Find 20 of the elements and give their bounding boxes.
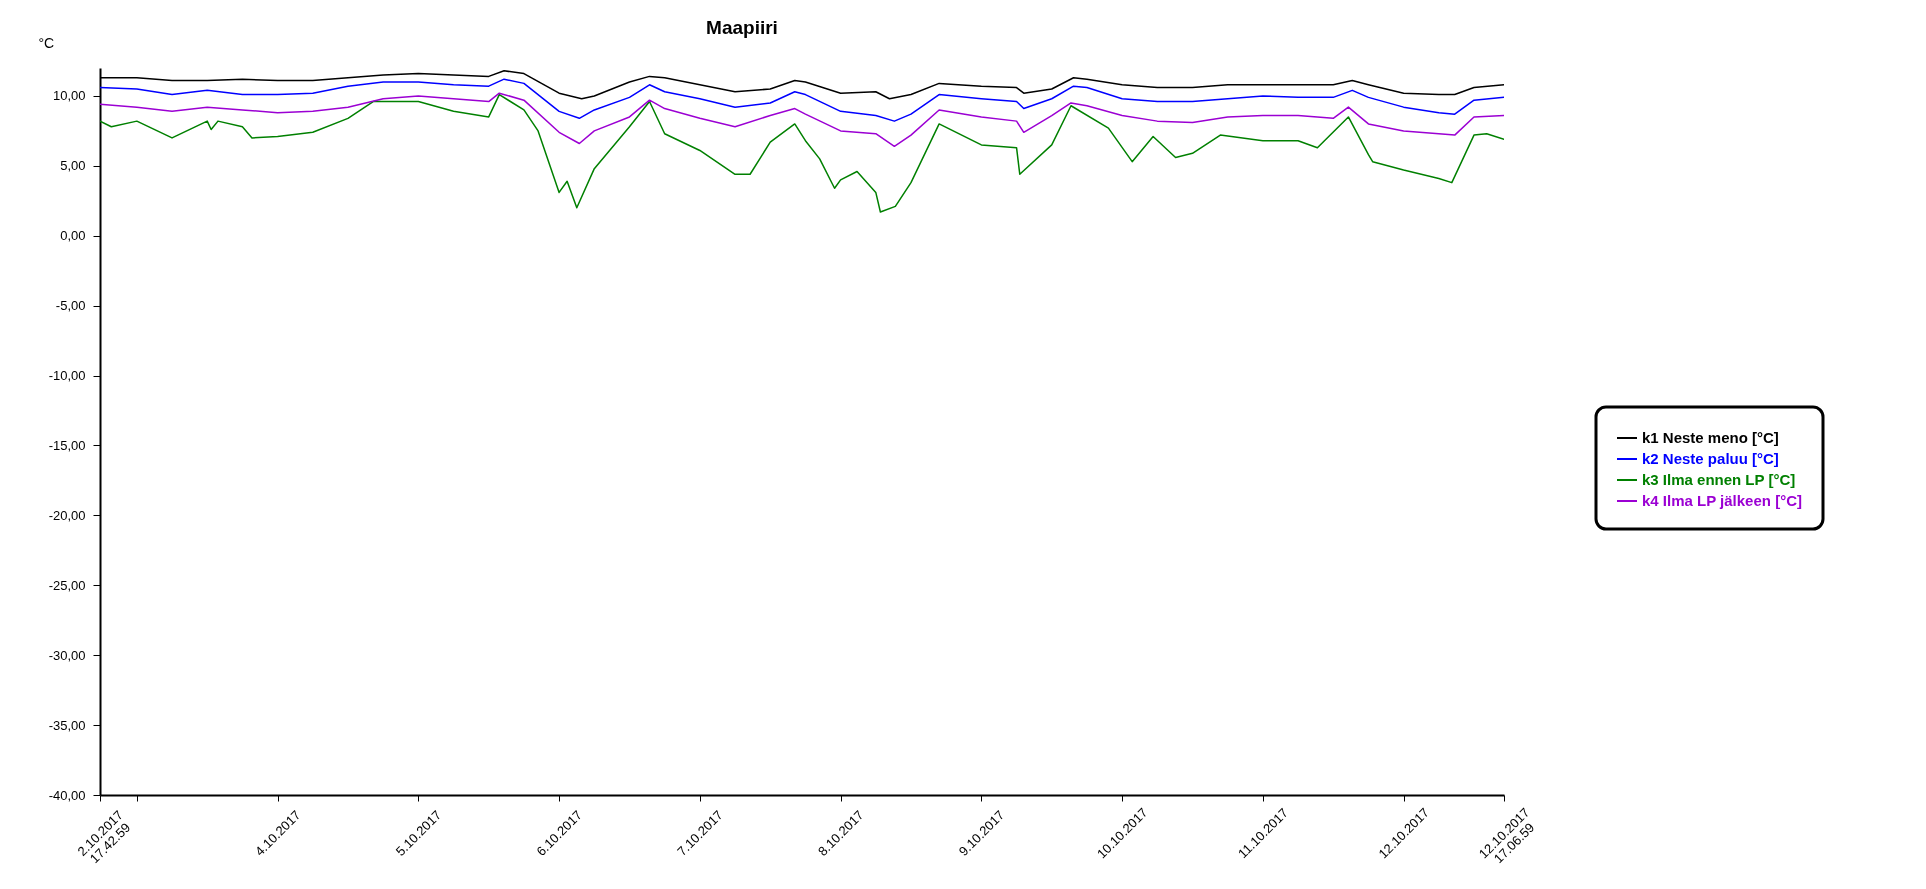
y-tick-label: -5,00 xyxy=(55,298,86,314)
y-tick-label: -20,00 xyxy=(48,507,86,523)
legend-label: k3 Ilma ennen LP [°C] xyxy=(1642,471,1796,488)
legend-label: k2 Neste paluu [°C] xyxy=(1642,450,1779,467)
y-tick-label: -25,00 xyxy=(48,577,86,593)
y-tick-label: -30,00 xyxy=(48,647,86,663)
y-tick-label: -10,00 xyxy=(48,368,86,384)
y-tick-label: -15,00 xyxy=(48,437,86,453)
legend-label: k1 Neste meno [°C] xyxy=(1642,429,1779,446)
line-series xyxy=(100,78,1504,122)
y-tick-label: 0,00 xyxy=(60,228,86,244)
chart-title: Maapiiri xyxy=(706,17,778,38)
y-axis-title: °C xyxy=(38,34,55,51)
y-tick-label: -35,00 xyxy=(48,717,86,733)
line-series xyxy=(100,92,1504,148)
legend-label: k4 Ilma LP jälkeen [°C] xyxy=(1642,492,1802,509)
line-series xyxy=(100,93,1504,213)
y-tick-label: 10,00 xyxy=(52,88,86,104)
y-tick-label: 5,00 xyxy=(60,158,86,174)
y-tick-label: -40,00 xyxy=(48,787,86,803)
